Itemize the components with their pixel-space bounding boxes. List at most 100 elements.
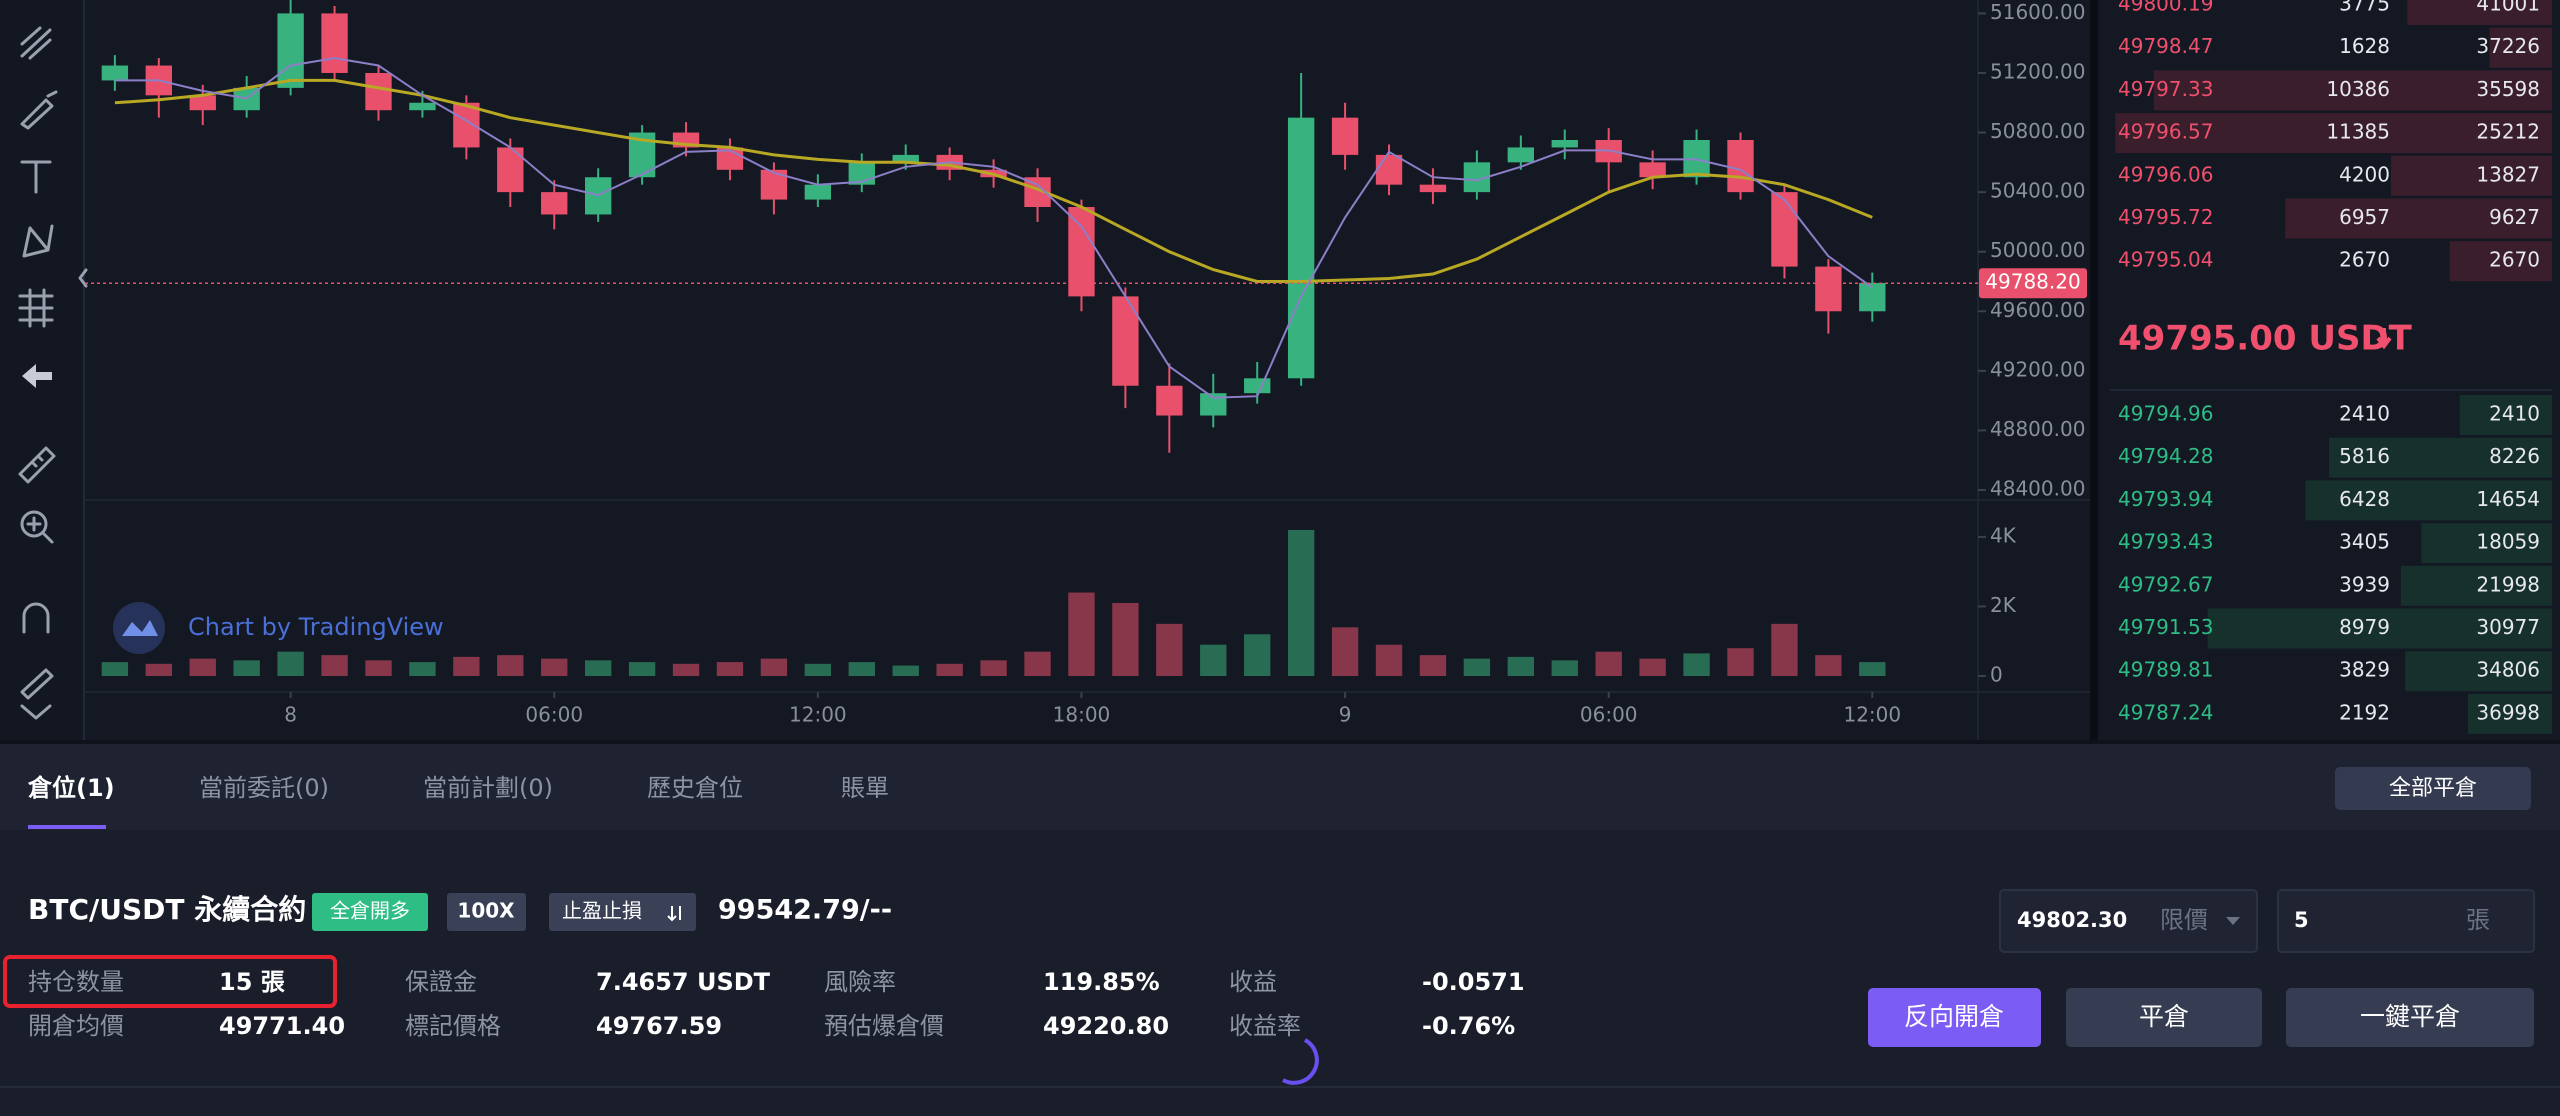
depth-bar bbox=[2390, 155, 2552, 196]
volume-bar bbox=[277, 651, 304, 676]
volume-bar bbox=[1287, 529, 1315, 676]
chart: 48400.00 48800.00 49200.00 49600.00 50000.00… bbox=[85, 0, 2090, 740]
volume-bar bbox=[1859, 662, 1886, 676]
volume-bar bbox=[1727, 648, 1754, 676]
tab[interactable]: 當前委託(0) bbox=[199, 774, 329, 802]
tool-back[interactable] bbox=[22, 364, 52, 388]
depth-bar bbox=[2305, 480, 2552, 521]
chart-panel bbox=[0, 0, 2090, 740]
book-total: 37226 bbox=[2476, 34, 2540, 58]
y-tick-label: 50800.00 bbox=[1990, 119, 2085, 143]
toolbar-expand[interactable] bbox=[20, 704, 52, 720]
book-amount: 10386 bbox=[2326, 77, 2390, 101]
close-label[interactable]: 平倉 bbox=[2139, 1002, 2189, 1031]
close-button[interactable] bbox=[2066, 988, 2262, 1047]
tab[interactable]: 當前計劃(0) bbox=[423, 774, 553, 802]
volume-bar bbox=[1200, 644, 1227, 676]
reverse-label[interactable]: 反向開倉 bbox=[1904, 1002, 2004, 1031]
tpsl[interactable]: 止盈止損 bbox=[562, 899, 642, 923]
close-all-button[interactable] bbox=[2335, 767, 2531, 810]
divider bbox=[2090, 0, 2098, 740]
book-price: 49798.47 bbox=[2118, 34, 2213, 58]
tool-pattern[interactable] bbox=[22, 224, 54, 258]
close-all-label[interactable]: 全部平倉 bbox=[2389, 776, 2477, 801]
price-input-value: 49802.30 bbox=[2017, 908, 2127, 932]
candle-body bbox=[1419, 184, 1447, 193]
book-price: 49797.33 bbox=[2118, 77, 2213, 101]
book-price: 49789.81 bbox=[2118, 658, 2213, 682]
volume-bar bbox=[541, 658, 568, 676]
candle-body bbox=[892, 154, 919, 163]
volume-bar bbox=[628, 662, 656, 676]
tab[interactable]: 歷史倉位 bbox=[647, 774, 743, 802]
volume-bar bbox=[1112, 602, 1139, 676]
field-label: 持仓数量 bbox=[28, 968, 124, 996]
book-total: 14654 bbox=[2476, 487, 2540, 511]
order-type[interactable]: 限價 bbox=[2160, 906, 2208, 934]
depth-bar bbox=[2407, 0, 2552, 25]
volume-bar bbox=[321, 655, 348, 676]
field-label: 收益 bbox=[1229, 968, 1277, 996]
tab[interactable]: 賬單 bbox=[841, 774, 889, 802]
y-tick-label: 49200.00 bbox=[1990, 357, 2085, 381]
quantity-input[interactable] bbox=[2277, 889, 2535, 953]
x-tick-label: 18:00 bbox=[1053, 703, 1111, 727]
book-amount: 8979 bbox=[2339, 615, 2390, 639]
tool-fib[interactable] bbox=[18, 288, 54, 328]
depth-bar bbox=[2489, 27, 2552, 68]
book-total: 8226 bbox=[2489, 444, 2540, 468]
field-value: 7.4657 USDT bbox=[596, 968, 771, 996]
book-price: 49793.94 bbox=[2118, 487, 2213, 511]
collapse-arrow[interactable] bbox=[78, 268, 88, 288]
one-click-close-label[interactable]: 一鍵平倉 bbox=[2360, 1002, 2460, 1031]
tool-magnet[interactable] bbox=[22, 602, 50, 634]
book-total: 2670 bbox=[2489, 248, 2540, 272]
tool-trend[interactable] bbox=[20, 26, 52, 60]
dropdown-caret bbox=[2226, 917, 2240, 925]
y-tick-label: 48800.00 bbox=[1990, 417, 2085, 441]
tool-brush[interactable] bbox=[20, 90, 58, 130]
candle-body bbox=[189, 95, 216, 111]
book-amount: 11385 bbox=[2326, 120, 2390, 144]
tool-zoom[interactable] bbox=[20, 510, 48, 538]
volume-bar bbox=[1024, 651, 1051, 676]
volume-bar bbox=[1683, 653, 1710, 676]
depth-bar bbox=[2153, 70, 2552, 111]
tool-zoom-plus bbox=[26, 516, 54, 544]
tabs: 倉位(1) 當前委託(0) 當前計劃(0) 歷史倉位 賬單 bbox=[27, 774, 889, 802]
candle-body bbox=[1068, 207, 1095, 297]
volume-bar bbox=[760, 658, 788, 676]
symbol: BTC/USDT 永續合約 bbox=[28, 893, 306, 926]
order-book: 49800.19 3775 41001 49798.47 1628 37226 49797.… bbox=[2110, 0, 2552, 734]
y-tick-label: 50000.00 bbox=[1990, 238, 2085, 262]
book-amount: 3829 bbox=[2339, 658, 2390, 682]
margin-mode: 全倉開多 bbox=[330, 899, 410, 923]
one-click-close-button[interactable] bbox=[2286, 988, 2534, 1047]
book-amount: 2410 bbox=[2339, 402, 2390, 426]
volume-bar bbox=[409, 662, 436, 676]
tool-lock[interactable] bbox=[20, 668, 54, 700]
volume-bar bbox=[1815, 655, 1842, 676]
field-label: 開倉均價 bbox=[28, 1012, 124, 1040]
volume-bar bbox=[716, 662, 744, 676]
volume-bar bbox=[497, 655, 524, 676]
volume-tick-label: 4K bbox=[1990, 523, 2017, 547]
candle-body bbox=[1331, 117, 1359, 155]
tool-ruler[interactable] bbox=[18, 446, 56, 484]
tpsl-button[interactable] bbox=[549, 893, 696, 931]
price-input[interactable] bbox=[1999, 889, 2258, 953]
watermark: Chart by TradingView bbox=[188, 613, 444, 641]
y-tick-label: 49600.00 bbox=[1990, 298, 2085, 322]
candle-body bbox=[365, 72, 392, 111]
candle-body bbox=[804, 184, 832, 200]
candle-body bbox=[1771, 192, 1798, 267]
volume-bar bbox=[233, 660, 260, 676]
reverse-button[interactable] bbox=[1868, 988, 2041, 1047]
loading-spinner bbox=[1282, 1038, 1319, 1085]
tool-text[interactable] bbox=[20, 160, 52, 194]
leverage: 100X bbox=[457, 899, 515, 923]
book-price: 49791.53 bbox=[2118, 615, 2213, 639]
field-value: 119.85% bbox=[1043, 968, 1160, 996]
depth-bar bbox=[2421, 523, 2552, 564]
tab[interactable]: 倉位(1) bbox=[27, 774, 115, 802]
